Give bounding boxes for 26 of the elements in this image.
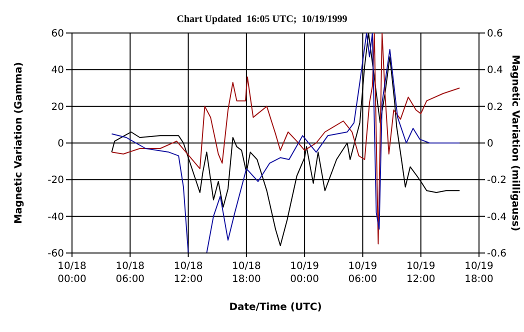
x-tick-label: 10/19 18:00 — [464, 261, 494, 285]
x-tick-label: 10/18 18:00 — [232, 261, 261, 285]
x-tick-label: 10/19 06:00 — [348, 261, 378, 285]
y2-axis-title: Magnetic Variation (milligauss) — [509, 54, 520, 232]
y-tick-label: 0 — [58, 138, 64, 150]
y2-tick-label: 0 — [487, 138, 494, 150]
y2-tick-label: -0.2 — [487, 175, 507, 186]
chart-title: Chart Updated 16:05 UTC; 10/19/1999 — [176, 14, 348, 25]
y-tick-label: -20 — [48, 175, 64, 186]
y-tick-label: -60 — [48, 248, 64, 260]
x-axis-title: Date/Time (UTC) — [229, 302, 322, 314]
x-tick-label: 10/19 00:00 — [290, 261, 319, 285]
y2-tick-label: -0.6 — [487, 248, 507, 260]
y2-tick-label: 0.6 — [487, 28, 503, 40]
y2-tick-label: 0.2 — [487, 102, 503, 113]
y-tick-label: 60 — [51, 28, 64, 40]
x-tick-label: 10/18 06:00 — [116, 261, 145, 285]
y-axis-title: Magnetic Variation (Gamma) — [14, 62, 25, 224]
y-tick-label: 40 — [51, 65, 64, 76]
x-tick-label: 10/18 00:00 — [58, 261, 86, 285]
y2-tick-label: 0.4 — [487, 65, 503, 76]
y-tick-label: 20 — [51, 102, 64, 113]
x-tick-label: 10/19 12:00 — [406, 261, 436, 285]
x-tick-label: 10/18 12:00 — [174, 261, 203, 285]
y2-tick-label: -0.4 — [487, 212, 507, 223]
y-tick-label: -40 — [48, 212, 64, 223]
